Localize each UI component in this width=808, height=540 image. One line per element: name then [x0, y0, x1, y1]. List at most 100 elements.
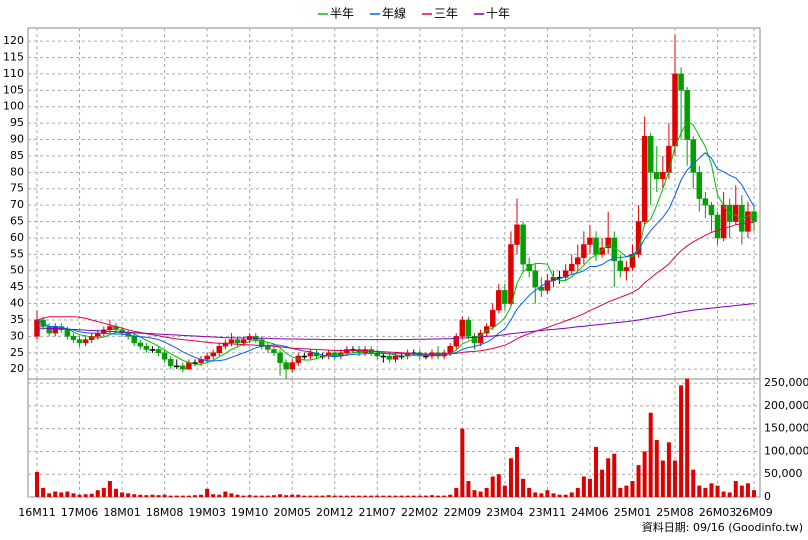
candle-body: [593, 237, 599, 255]
candle-body: [52, 326, 58, 334]
candle-body: [143, 345, 150, 350]
candle-body: [107, 326, 113, 331]
volume-bar: [314, 495, 319, 497]
candle-body: [240, 339, 247, 344]
ma-line: [36, 120, 755, 365]
volume-bar: [508, 458, 513, 497]
volume-bar: [636, 465, 641, 497]
volume-bar: [107, 481, 112, 497]
volume-bar: [186, 495, 191, 497]
x-tick-label: 26M09: [735, 506, 773, 519]
legend-label: 年線: [382, 6, 406, 21]
candle-body: [131, 336, 137, 344]
volume-bar: [405, 495, 410, 497]
candle-body: [696, 172, 703, 199]
volume-bar: [247, 495, 252, 497]
volume-bar: [630, 481, 635, 497]
volume-bar: [168, 495, 173, 497]
volume-bar: [411, 495, 416, 497]
volume-bar: [442, 495, 447, 497]
legend-label: 十年: [486, 7, 510, 21]
y-tick-label: 50: [10, 264, 24, 277]
candle-body: [599, 247, 605, 255]
candle-body: [581, 244, 587, 258]
x-tick-label: 22M02: [401, 506, 439, 519]
volume-bar: [545, 490, 550, 497]
candle-body: [174, 365, 180, 368]
candle-body: [228, 339, 235, 344]
volume-bar: [393, 495, 398, 497]
volume-bar: [745, 483, 750, 497]
candle-body: [161, 352, 168, 360]
volume-bar: [223, 491, 228, 497]
candle-body: [477, 332, 484, 344]
volume-bar: [563, 494, 568, 497]
candle-body: [605, 237, 611, 249]
volume-tick-label: 100,000: [764, 444, 808, 457]
volume-bar: [296, 494, 301, 497]
candle-body: [46, 326, 52, 334]
volume-bar: [387, 495, 392, 497]
y-tick-label: 55: [10, 247, 24, 260]
volume-bar: [113, 488, 118, 497]
candle-body: [526, 263, 532, 271]
y-tick-label: 95: [10, 116, 24, 129]
legend-label: 三年: [434, 7, 458, 21]
volume-bar: [47, 493, 52, 497]
candle-body: [708, 204, 715, 216]
volume-bar: [521, 478, 526, 497]
candle-body: [714, 214, 721, 239]
volume-bar: [666, 442, 671, 497]
volume-bar: [484, 487, 489, 497]
y-tick-label: 25: [10, 346, 24, 359]
candle-body: [216, 345, 223, 354]
y-tick-label: 30: [10, 329, 24, 342]
volume-bar: [454, 487, 459, 497]
x-tick-label: 25M08: [656, 506, 694, 519]
candle-body: [502, 290, 508, 304]
candle-body: [751, 211, 757, 222]
volume-bar: [83, 494, 88, 497]
ma-line: [36, 152, 755, 362]
candle-body: [520, 224, 526, 265]
volume-bar: [715, 485, 720, 497]
volume-bar: [527, 487, 532, 497]
volume-tick-label: 50,000: [764, 467, 803, 480]
candle-body: [465, 319, 472, 337]
candle-body: [186, 362, 192, 370]
candle-body: [544, 280, 551, 291]
volume-bar: [429, 495, 434, 497]
volume-bar: [369, 495, 374, 497]
candle-body: [678, 73, 684, 91]
x-tick-label: 21M07: [359, 506, 397, 519]
candle-body: [283, 362, 289, 370]
candle-body: [720, 204, 727, 239]
volume-bar: [648, 412, 653, 497]
x-tick-label: 26M03: [699, 506, 737, 519]
x-tick-label: 18M01: [103, 506, 141, 519]
candle-body: [654, 172, 660, 180]
candle-body: [374, 352, 381, 357]
volume-bar: [502, 485, 507, 497]
volume-bar: [606, 458, 611, 497]
volume-bar: [533, 492, 538, 497]
volume-bar: [357, 495, 362, 497]
volume-bar: [217, 494, 222, 497]
volume-bar: [290, 494, 295, 497]
volume-bar: [320, 495, 325, 497]
y-tick-label: 80: [10, 165, 24, 178]
volume-bar: [174, 495, 179, 497]
volume-bar: [41, 487, 46, 497]
y-tick-label: 75: [10, 182, 24, 195]
volume-bar: [685, 378, 690, 497]
candle-body: [745, 211, 751, 232]
y-tick-label: 85: [10, 149, 24, 162]
volume-bar: [278, 494, 283, 497]
volume-bar: [727, 492, 732, 497]
volume-bar: [144, 495, 149, 497]
candle-body: [344, 349, 350, 354]
y-tick-label: 20: [10, 362, 24, 375]
y-tick-label: 65: [10, 215, 24, 228]
x-tick-label: 23M11: [529, 506, 567, 519]
candle-body: [538, 286, 545, 291]
